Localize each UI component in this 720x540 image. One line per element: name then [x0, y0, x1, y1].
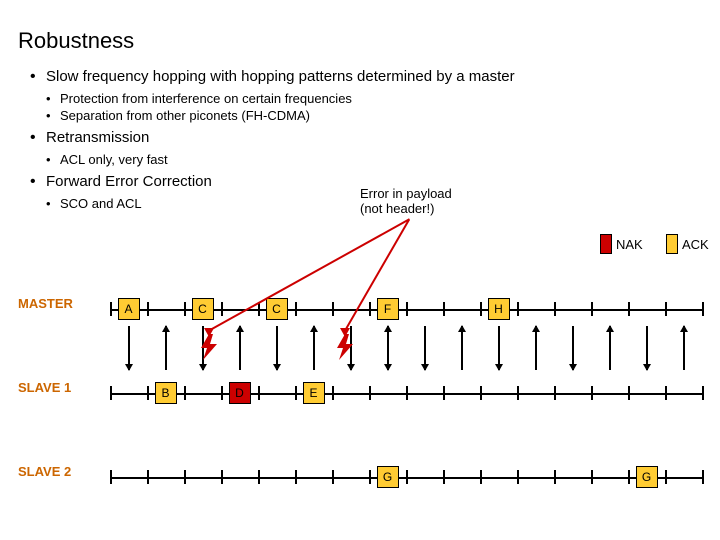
packet-slot: D	[229, 382, 251, 404]
packet-slot: A	[118, 298, 140, 320]
down-arrow	[128, 326, 130, 370]
error-annotation: Error in payload (not header!)	[360, 186, 452, 216]
down-arrow	[276, 326, 278, 370]
down-arrow	[572, 326, 574, 370]
packet-slot: B	[155, 382, 177, 404]
nak-label: NAK	[616, 237, 643, 252]
up-arrow	[165, 326, 167, 370]
up-arrow	[313, 326, 315, 370]
down-arrow	[498, 326, 500, 370]
legend-ack: ACK	[666, 234, 709, 254]
down-arrow	[424, 326, 426, 370]
packet-slot: H	[488, 298, 510, 320]
packet-slot: C	[192, 298, 214, 320]
bullet-1-sub-2: Separation from other piconets (FH-CDMA)	[46, 108, 702, 123]
legend-nak: NAK	[600, 234, 643, 254]
master-label: MASTER	[18, 296, 73, 311]
slave2-label: SLAVE 2	[18, 464, 71, 479]
up-arrow	[387, 326, 389, 370]
bullet-list: Slow frequency hopping with hopping patt…	[18, 68, 702, 85]
packet-slot: E	[303, 382, 325, 404]
up-arrow	[535, 326, 537, 370]
error-bolt-icon	[199, 334, 219, 360]
bullet-2-sub-1: ACL only, very fast	[46, 152, 702, 167]
down-arrow	[646, 326, 648, 370]
bullet-2: Retransmission	[30, 129, 702, 146]
error-annotation-line1: Error in payload	[360, 186, 452, 201]
packet-slot: C	[266, 298, 288, 320]
up-arrow	[239, 326, 241, 370]
up-arrow	[683, 326, 685, 370]
slave1-label: SLAVE 1	[18, 380, 71, 395]
bullet-1-sub-1: Protection from interference on certain …	[46, 91, 702, 106]
error-bolt-icon	[335, 334, 355, 360]
packet-slot: F	[377, 298, 399, 320]
page-title: Robustness	[18, 28, 702, 54]
timing-diagram: MASTER SLAVE 1 SLAVE 2 A C C F H B D E G G	[18, 284, 702, 524]
packet-slot: G	[636, 466, 658, 488]
packet-slot: G	[377, 466, 399, 488]
ack-swatch	[666, 234, 678, 254]
nak-swatch	[600, 234, 612, 254]
ack-label: ACK	[682, 237, 709, 252]
error-annotation-line2: (not header!)	[360, 201, 452, 216]
up-arrow	[609, 326, 611, 370]
up-arrow	[461, 326, 463, 370]
bullet-1: Slow frequency hopping with hopping patt…	[30, 68, 702, 85]
